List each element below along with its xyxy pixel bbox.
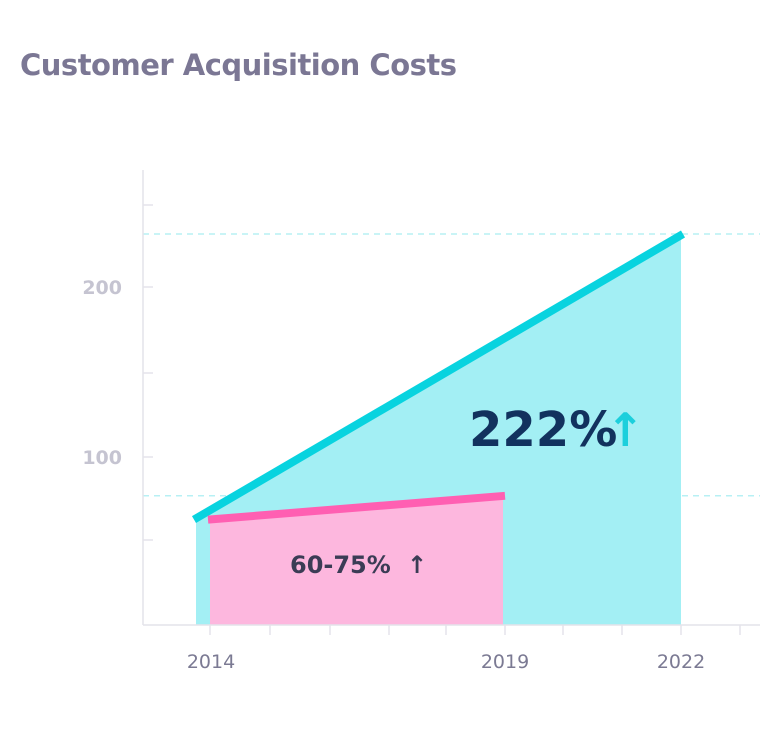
y-tick-label: 200 <box>82 277 122 299</box>
chart-title: Customer Acquisition Costs <box>20 48 457 82</box>
y-tick-label: 100 <box>82 447 122 469</box>
series-line-0 <box>191 230 686 524</box>
x-tick-label: 2022 <box>657 651 705 673</box>
x-tick-label: 2019 <box>481 651 529 673</box>
series-0-arrow: ↑ <box>606 403 645 457</box>
x-tick-label: 2014 <box>187 651 235 673</box>
series-1-label: 60-75% <box>290 551 391 579</box>
series-0-label: 222% <box>469 402 617 458</box>
series-1-arrow: ↑ <box>407 551 427 579</box>
series-area-1 <box>210 495 503 625</box>
series-line-1 <box>207 491 506 524</box>
